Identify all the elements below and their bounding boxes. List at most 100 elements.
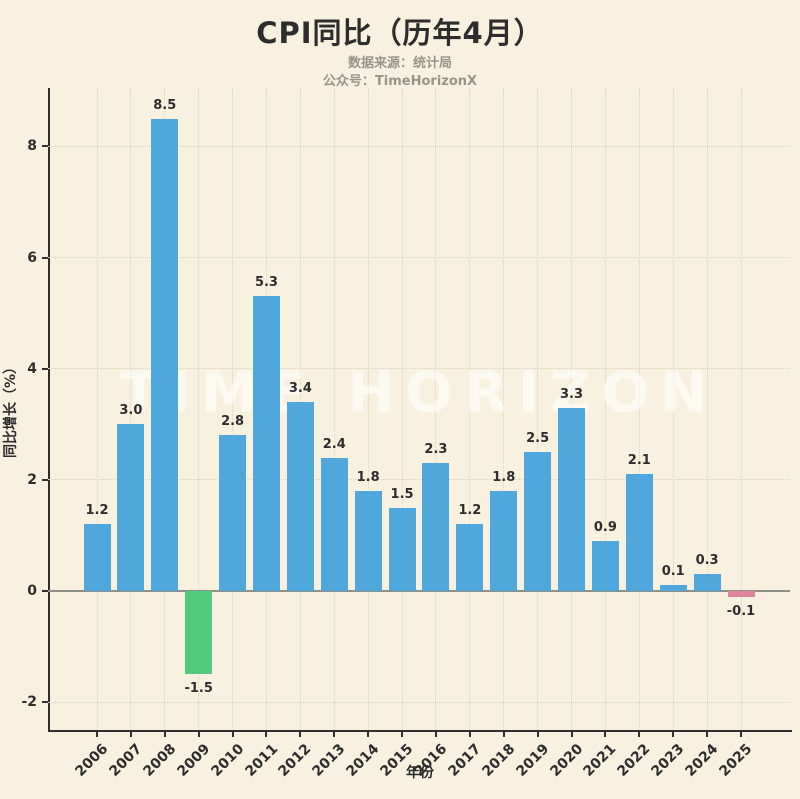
x-tick-mark bbox=[638, 730, 641, 737]
y-tick-label: 0 bbox=[27, 583, 37, 600]
bar-value-label: -0.1 bbox=[726, 603, 756, 619]
bar-2022 bbox=[625, 474, 653, 592]
v-gridline bbox=[469, 88, 471, 730]
bar-value-label: 5.3 bbox=[254, 275, 278, 291]
v-gridline bbox=[232, 88, 234, 730]
y-tick-mark bbox=[42, 478, 48, 481]
y-tick-mark bbox=[42, 701, 48, 704]
bar-2006 bbox=[83, 524, 111, 592]
h-gridline bbox=[48, 701, 790, 703]
v-gridline bbox=[130, 88, 132, 730]
bar-2017 bbox=[456, 524, 484, 592]
v-gridline bbox=[706, 88, 708, 730]
v-gridline bbox=[740, 88, 742, 730]
x-tick-mark bbox=[604, 730, 607, 737]
x-tick-mark bbox=[706, 730, 709, 737]
bar-2016 bbox=[422, 463, 450, 592]
x-tick-mark bbox=[502, 730, 505, 737]
bar-2009 bbox=[185, 591, 213, 675]
x-tick-mark bbox=[231, 730, 234, 737]
y-tick-mark bbox=[42, 256, 48, 259]
x-tick-mark bbox=[299, 730, 302, 737]
x-tick-mark bbox=[536, 730, 539, 737]
bar-2020 bbox=[558, 407, 586, 592]
bar-2007 bbox=[117, 424, 145, 592]
x-tick-mark bbox=[468, 730, 471, 737]
x-tick-mark bbox=[434, 730, 437, 737]
y-tick-mark bbox=[42, 367, 48, 370]
bar-value-label: 2.8 bbox=[221, 414, 245, 430]
x-tick-mark bbox=[163, 730, 166, 737]
y-tick-mark bbox=[42, 145, 48, 148]
x-axis-label: 年份 bbox=[406, 765, 434, 781]
y-tick-label: 6 bbox=[27, 249, 37, 266]
x-tick-mark bbox=[740, 730, 742, 737]
bar-2018 bbox=[490, 490, 518, 592]
zero-line bbox=[48, 590, 790, 593]
v-gridline bbox=[198, 88, 200, 730]
v-gridline bbox=[638, 88, 640, 730]
bar-2015 bbox=[388, 507, 416, 592]
bar-2014 bbox=[354, 490, 382, 592]
y-tick-label: 2 bbox=[27, 471, 37, 488]
v-gridline bbox=[367, 88, 369, 730]
bar-value-label: -1.5 bbox=[184, 681, 213, 697]
bar-value-label: 2.3 bbox=[424, 442, 448, 458]
chart-subtitle-account: 公众号：TimeHorizonX bbox=[322, 74, 478, 89]
bar-value-label: 3.0 bbox=[119, 403, 143, 419]
bar-2023 bbox=[659, 585, 687, 592]
x-tick-mark bbox=[96, 730, 98, 737]
bar-value-label: 1.2 bbox=[458, 503, 482, 519]
bar-value-label: 1.2 bbox=[85, 503, 109, 519]
bar-value-label: 8.5 bbox=[153, 97, 177, 113]
bar-2025 bbox=[727, 591, 755, 597]
v-gridline bbox=[401, 88, 403, 730]
x-tick-mark bbox=[265, 730, 268, 737]
x-tick-mark bbox=[367, 730, 370, 737]
bar-value-label: 1.8 bbox=[356, 469, 380, 485]
bar-value-label: 2.5 bbox=[526, 431, 550, 447]
h-gridline bbox=[48, 257, 790, 259]
bar-value-label: 3.3 bbox=[560, 386, 584, 402]
v-gridline bbox=[604, 88, 606, 730]
bar-2019 bbox=[524, 452, 552, 592]
h-gridline bbox=[48, 479, 790, 481]
x-tick-mark bbox=[570, 730, 573, 737]
v-gridline bbox=[503, 88, 505, 730]
bar-value-label: 2.4 bbox=[322, 436, 346, 452]
v-gridline bbox=[537, 88, 539, 730]
v-gridline bbox=[96, 88, 98, 730]
x-tick-mark bbox=[333, 730, 336, 737]
bar-2013 bbox=[320, 457, 348, 592]
x-tick-mark bbox=[672, 730, 675, 737]
bar-value-label: 0.9 bbox=[593, 520, 617, 535]
bar-value-label: 0.3 bbox=[695, 553, 719, 569]
bar-value-label: 3.4 bbox=[288, 381, 312, 397]
bar-value-label: 1.5 bbox=[390, 486, 414, 502]
h-gridline bbox=[48, 368, 790, 370]
plot-area bbox=[48, 88, 792, 732]
v-gridline bbox=[435, 88, 437, 730]
bar-2012 bbox=[286, 402, 314, 592]
y-tick-label: 4 bbox=[27, 360, 37, 377]
v-gridline bbox=[333, 88, 335, 730]
y-tick-label: 8 bbox=[27, 138, 37, 155]
bar-value-label: 0.1 bbox=[661, 564, 685, 580]
x-tick-mark bbox=[129, 730, 132, 737]
y-tick-mark bbox=[42, 590, 48, 593]
v-gridline bbox=[672, 88, 674, 730]
bar-value-label: 2.1 bbox=[627, 453, 651, 469]
bar-2021 bbox=[591, 541, 619, 592]
bar-value-label: 1.8 bbox=[492, 469, 516, 485]
bar-2008 bbox=[151, 118, 179, 592]
bar-2010 bbox=[219, 435, 247, 592]
x-tick-mark bbox=[197, 730, 200, 737]
chart-subtitle-source: 数据来源：统计局 bbox=[347, 56, 452, 71]
x-tick-mark bbox=[401, 730, 404, 737]
h-gridline bbox=[48, 145, 790, 147]
bar-2024 bbox=[693, 574, 721, 592]
bar-2011 bbox=[252, 296, 280, 592]
chart-title: CPI同比（历年4月） bbox=[256, 16, 544, 50]
y-tick-label: -2 bbox=[21, 694, 37, 711]
